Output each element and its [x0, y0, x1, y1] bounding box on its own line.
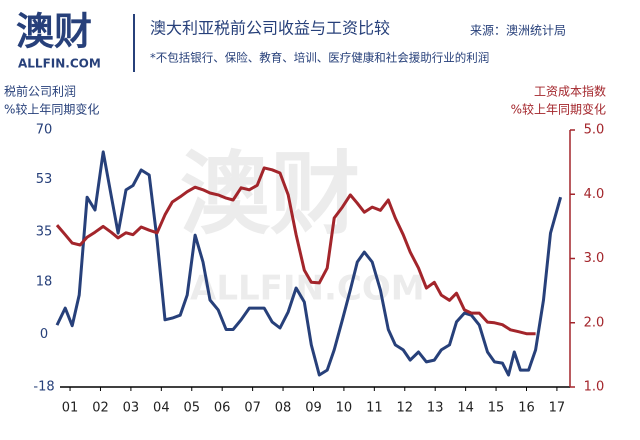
logo: 澳财 [16, 10, 92, 54]
y2-tick-label: 2.0 [584, 315, 605, 330]
series-line [55, 150, 563, 377]
y-tick-label: 0 [40, 327, 48, 342]
y2-tick-label: 4.0 [584, 187, 605, 202]
x-tick-label: 15 [488, 401, 505, 416]
x-tick-label: 03 [123, 401, 140, 416]
y-tick-label: 53 [36, 172, 53, 187]
chart-title: 澳大利亚税前公司收益与工资比较 [150, 19, 390, 38]
y2-tick-label: 3.0 [584, 251, 605, 266]
x-tick-label: 09 [305, 401, 322, 416]
series-line [55, 166, 536, 336]
x-tick-label: 04 [153, 401, 170, 416]
y2-tick-label: 5.0 [584, 123, 605, 138]
x-tick-label: 06 [214, 401, 231, 416]
x-tick-label: 07 [244, 401, 261, 416]
subtitle: *不包括银行、保险、教育、培训、医疗健康和社会援助行业的利润 [150, 51, 489, 65]
x-tick-label: 11 [366, 401, 383, 416]
y-axis-label: 税前公司利润 [4, 84, 76, 99]
y2-axis-label: 工资成本指数 [534, 84, 606, 99]
x-tick-label: 02 [92, 401, 109, 416]
x-tick-label: 12 [396, 401, 413, 416]
x-tick-label: 01 [62, 401, 79, 416]
y-tick-label: 70 [36, 123, 53, 138]
x-tick-label: 05 [183, 401, 200, 416]
y2-axis-label: %较上年同期变化 [511, 102, 606, 117]
x-tick-label: 16 [518, 401, 535, 416]
x-tick-label: 13 [427, 401, 444, 416]
x-tick-label: 08 [275, 401, 292, 416]
x-tick-label: 10 [336, 401, 353, 416]
y-tick-label: 18 [36, 274, 53, 289]
y-tick-label: 35 [36, 225, 53, 240]
x-tick-label: 14 [457, 401, 474, 416]
logo-sub: ALLFIN.COM [18, 57, 101, 71]
source: 来源：澳洲统计局 [470, 24, 566, 38]
y2-tick-label: 1.0 [584, 380, 605, 395]
x-tick-label: 17 [549, 401, 566, 416]
y-axis-label: %较上年同期变化 [4, 102, 99, 117]
y-tick-label: -18 [33, 380, 54, 395]
